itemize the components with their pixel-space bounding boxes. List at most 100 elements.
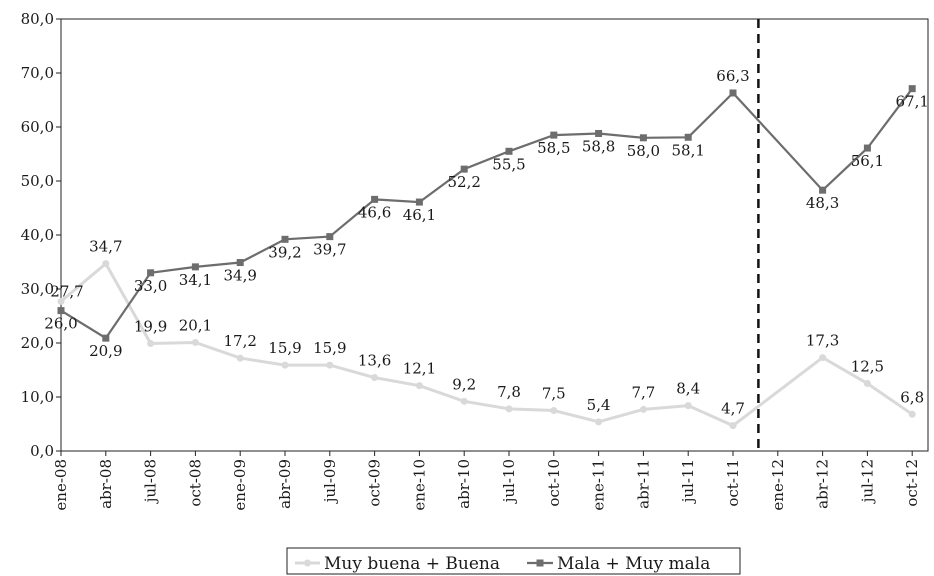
data-point: [326, 361, 334, 369]
data-label: 34,1: [179, 271, 212, 289]
x-tick-label: oct-12: [903, 459, 921, 507]
data-label: 58,1: [671, 141, 704, 159]
data-point: [729, 89, 737, 97]
data-label: 9,2: [452, 375, 476, 393]
legend: Muy buena + Buena Mala + Muy mala: [286, 547, 741, 575]
data-point: [908, 85, 916, 93]
data-point: [147, 269, 155, 277]
x-axis-ticks: ene-08 abr-08 jul-08 oct-08 ene-09 abr-09 jul-…: [52, 451, 921, 511]
x-tick-label: ene-08: [52, 459, 70, 511]
data-point: [684, 133, 692, 141]
legend-label: Muy buena + Buena: [324, 554, 500, 574]
data-label: 4,7: [721, 400, 745, 418]
x-tick-label: abr-11: [634, 459, 652, 509]
data-point: [236, 354, 244, 362]
x-tick-label: jul-12: [858, 459, 876, 504]
data-point: [102, 260, 110, 268]
legend-swatch-marker: [536, 559, 544, 567]
data-label: 46,6: [358, 203, 391, 221]
data-point: [684, 402, 692, 410]
data-label: 55,5: [492, 155, 525, 173]
series-mala-muy-mala: 26,0 20,9 33,0 34,1 34,9 39,2 39,7 46,6 46,1 52,2…: [44, 67, 929, 360]
data-point: [326, 233, 334, 241]
data-point: [415, 382, 423, 390]
y-tick-label: 30,0: [21, 280, 54, 298]
y-tick-label: 70,0: [21, 64, 54, 82]
series-line: [60, 88, 914, 340]
data-point: [639, 405, 647, 413]
data-label: 13,6: [358, 352, 391, 370]
data-label: 15,9: [268, 339, 301, 357]
y-tick-label: 60,0: [21, 118, 54, 136]
x-tick-label: abr-09: [276, 459, 294, 509]
data-point: [371, 374, 379, 382]
data-point: [550, 131, 558, 139]
data-label: 34,9: [223, 267, 256, 285]
data-point: [819, 186, 827, 194]
data-label: 20,1: [179, 316, 212, 334]
data-label: 7,7: [631, 383, 655, 401]
data-label: 48,3: [806, 194, 839, 212]
data-point: [281, 361, 289, 369]
y-tick-label: 0,0: [30, 442, 54, 460]
data-label: 66,3: [716, 67, 749, 85]
data-point: [281, 235, 289, 243]
data-point: [505, 405, 513, 413]
x-tick-label: oct-10: [545, 459, 563, 507]
y-tick-label: 10,0: [21, 388, 54, 406]
data-point: [863, 144, 871, 152]
data-point: [102, 334, 110, 342]
data-label: 58,8: [582, 137, 615, 155]
x-tick-label: oct-08: [186, 459, 204, 507]
data-point: [595, 418, 603, 426]
legend-swatch-marker: [304, 559, 311, 567]
legend-label: Mala + Muy mala: [557, 554, 710, 574]
data-point: [639, 134, 647, 142]
y-tick-label: 40,0: [21, 226, 54, 244]
y-tick-label: 50,0: [21, 172, 54, 190]
y-tick-label: 80,0: [21, 10, 54, 28]
data-label: 17,2: [223, 332, 256, 350]
x-tick-label: ene-11: [590, 459, 608, 511]
x-tick-label: abr-08: [97, 459, 115, 509]
x-tick-label: ene-12: [769, 459, 787, 511]
data-point: [57, 297, 65, 305]
data-label: 12,1: [403, 360, 436, 378]
data-label: 26,0: [44, 315, 77, 333]
data-label: 33,0: [134, 277, 167, 295]
y-tick-label: 20,0: [21, 334, 54, 352]
x-tick-label: ene-10: [410, 459, 428, 511]
data-point: [550, 407, 558, 414]
data-label: 5,4: [587, 396, 611, 414]
data-point: [371, 195, 379, 203]
x-tick-label: jul-08: [142, 459, 160, 504]
x-tick-label: oct-09: [366, 459, 384, 507]
data-point: [415, 198, 423, 206]
data-label: 34,7: [89, 238, 122, 256]
y-axis-ticks: 0,0 10,0 20,0 30,0 40,0 50,0 60,0 70,0 80,0: [21, 10, 61, 460]
x-tick-label: jul-10: [500, 459, 518, 504]
legend-frame: [286, 547, 741, 575]
x-tick-label: oct-11: [724, 459, 742, 507]
data-point: [729, 422, 737, 430]
data-label: 7,8: [497, 383, 521, 401]
data-label: 58,0: [627, 142, 660, 160]
data-label: 39,7: [313, 241, 346, 259]
data-label: 27,7: [50, 282, 83, 300]
series-muy-buena-buena: 27,7 34,7 19,9 20,1 17,2 15,9 15,9 13,6 12,1 9,2 7…: [50, 238, 924, 430]
x-tick-label: jul-11: [679, 459, 697, 504]
data-label: 15,9: [313, 339, 346, 357]
data-point: [460, 165, 468, 173]
data-label: 7,5: [542, 385, 566, 403]
data-label: 56,1: [851, 152, 884, 170]
series-group: 27,7 34,7 19,9 20,1 17,2 15,9 15,9 13,6 12,1 9,2 7…: [44, 67, 929, 430]
data-label: 19,9: [134, 318, 167, 336]
data-label: 6,8: [900, 388, 924, 406]
data-point: [147, 340, 155, 348]
data-label: 17,3: [806, 332, 839, 350]
data-label: 20,9: [89, 342, 122, 360]
axes: [60, 18, 929, 452]
data-label: 67,1: [895, 93, 928, 111]
data-label: 8,4: [676, 380, 700, 398]
